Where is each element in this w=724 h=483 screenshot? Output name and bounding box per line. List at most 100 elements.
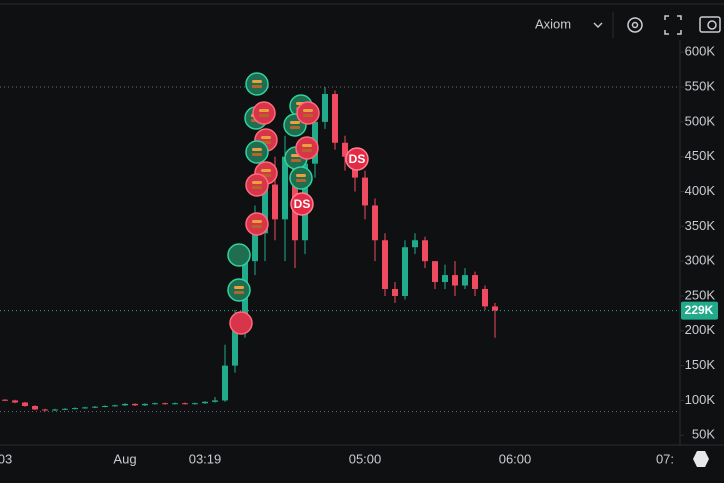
marker-icon [234,286,244,289]
candle-body [232,330,238,366]
y-tick-label: 150K [685,357,716,372]
candle-body [322,94,328,122]
candle-body [172,403,178,405]
candle-body [492,306,498,311]
trade-marker [227,243,251,267]
candle-body [252,233,258,262]
candle-body [122,403,128,406]
marker-icon [252,186,262,189]
marker-icon [252,85,262,88]
candle-body [102,406,108,408]
y-tick-label: 450K [685,148,716,163]
marker-icon [290,126,300,129]
candle-body [442,275,448,283]
x-tick-label: Aug [113,451,136,466]
x-tick-label: 03 [0,451,12,466]
marker-icon [303,109,313,112]
candle-body [482,289,488,307]
marker-icon [259,114,269,117]
y-tick-label: 250K [685,287,716,302]
ds-label: DS [294,197,311,211]
candle-body [432,261,438,283]
candle-body [32,406,38,410]
ds-marker [290,192,314,216]
y-tick-label: 550K [685,78,716,93]
candle-body [112,405,118,407]
marker-icon [252,225,262,228]
candle-body [452,275,458,286]
marker-icon [252,80,262,83]
marker-icon [234,291,244,294]
candle-body [342,142,348,157]
candle-body [42,409,48,411]
marker-icon [259,109,269,112]
candle-body [182,403,188,405]
trade-marker [245,173,269,197]
marker-icon [252,153,262,156]
y-tick-label: 600K [685,44,716,59]
candle-body [132,403,138,406]
last-price-label: 229K [685,303,714,317]
candle-body [212,400,218,402]
marker-icon [261,136,271,139]
marker-icon [302,144,312,147]
last-price-tag [681,301,718,320]
marker-icon [252,220,262,223]
candle-body [362,177,368,206]
candle-body [12,400,18,403]
camera-icon[interactable] [699,16,721,33]
candle-body [62,408,68,410]
marker-icon [252,181,262,184]
reset-button[interactable] [693,451,709,467]
marker-icon [296,179,306,182]
candle-body [222,365,228,401]
trade-marker [245,212,269,236]
marker-icon [290,121,300,124]
y-tick-label: 100K [685,392,716,407]
x-tick-label: 07: [656,451,674,466]
candle-body [152,403,158,405]
candle-body [422,240,428,262]
trade-marker [289,166,313,190]
trade-marker [229,311,253,335]
settings-icon[interactable] [627,17,643,33]
y-tick-label: 500K [685,113,716,128]
candle-body [472,275,478,290]
candle-body [332,94,338,143]
marker-icon [302,149,312,152]
candle-body [402,247,408,296]
candle-body [142,403,148,406]
candle-body [392,289,398,296]
fullscreen-icon[interactable] [664,15,682,35]
source-selector[interactable]: Axiom [535,16,571,31]
candle-body [52,409,58,411]
candle-body [202,401,208,404]
candle-body [382,240,388,290]
marker-icon [252,148,262,151]
candle-body [272,184,278,220]
candle-body [192,403,198,405]
candle-body [162,403,168,405]
chevron[interactable] [593,22,603,28]
ds-marker [345,147,369,171]
candle-body [72,408,78,410]
candle-body [22,402,28,407]
trade-marker [252,101,276,125]
trade-marker [245,72,269,96]
y-tick-label: 200K [685,322,716,337]
marker-icon [296,174,306,177]
candle-body [462,275,468,286]
trade-marker [245,140,269,164]
y-tick-label: 50K [692,427,715,442]
marker-icon [291,159,301,162]
ds-label: DS [349,152,366,166]
y-tick-label: 300K [685,253,716,268]
marker-icon [303,114,313,117]
candle-body [372,205,378,241]
marker-icon [261,169,271,172]
x-tick-label: 03:19 [189,451,222,466]
trade-marker [227,278,251,302]
